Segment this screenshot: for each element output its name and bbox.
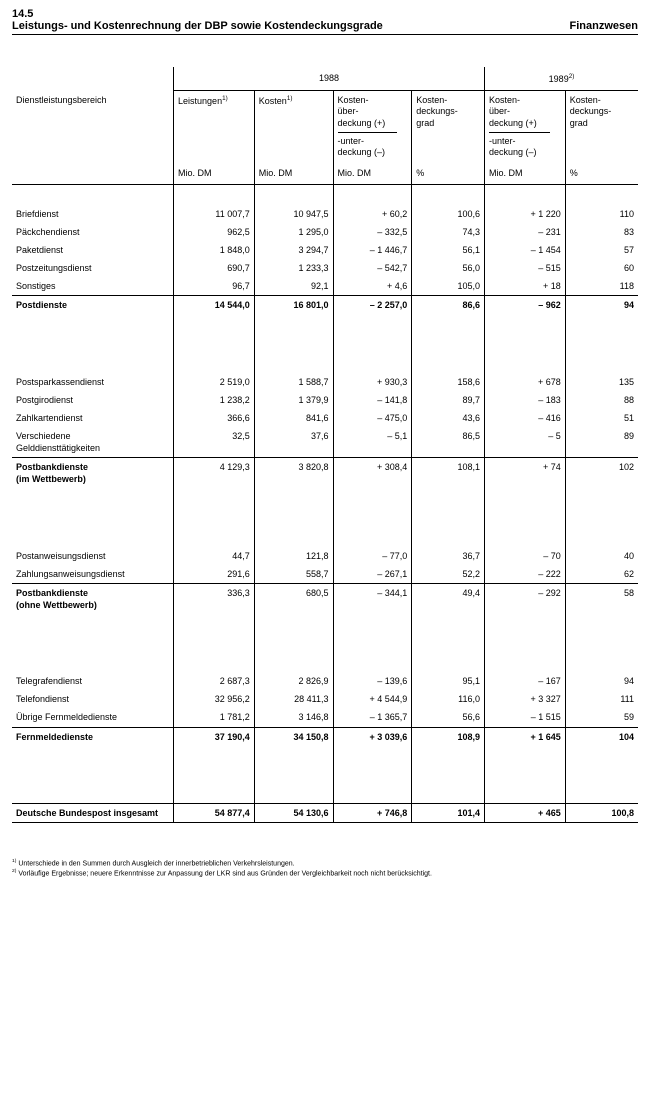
table-row: Postzeitungsdienst690,71 233,3– 542,756,… xyxy=(12,259,638,277)
footnotes: 1) Unterschiede in den Summen durch Ausg… xyxy=(12,859,638,878)
table-row: Postdienste14 544,016 801,0– 2 257,086,6… xyxy=(12,296,638,315)
unit-mio: Mio. DM xyxy=(254,162,333,185)
table-row: Übrige Fernmeldedienste1 781,23 146,8– 1… xyxy=(12,708,638,727)
unit-pct: % xyxy=(412,162,485,185)
data-table: 1988 19892) Dienstleistungsbereich Leist… xyxy=(12,67,638,823)
year-1989: 19892) xyxy=(484,67,638,91)
spacer-row xyxy=(12,315,638,373)
table-body: Briefdienst11 007,710 947,5+ 60,2100,6+ … xyxy=(12,185,638,824)
spacer-row xyxy=(12,746,638,804)
col-leistungen: Leistungen1) xyxy=(174,91,255,163)
category-label: Finanzwesen xyxy=(570,20,638,32)
unit-pct: % xyxy=(565,162,638,185)
table-row: Verschiedene Gelddiensttätigkeiten32,537… xyxy=(12,427,638,458)
spacer-row xyxy=(12,489,638,547)
header-left: 14.5 Leistungs- und Kostenrechnung der D… xyxy=(12,8,383,32)
page-title: Leistungs- und Kostenrechnung der DBP so… xyxy=(12,20,383,32)
table-row: Postbankdienste (ohne Wettbewerb)336,368… xyxy=(12,583,638,614)
table-row: Deutsche Bundespost insgesamt54 877,454 … xyxy=(12,804,638,823)
footnote-1: 1) Unterschiede in den Summen durch Ausg… xyxy=(12,859,638,868)
unit-mio: Mio. DM xyxy=(484,162,565,185)
table-row: Postanweisungsdienst44,7121,8– 77,036,7–… xyxy=(12,547,638,565)
col-ueberdeckung-1988: Kosten- über- deckung (+) -unter- deckun… xyxy=(333,91,412,163)
year-1988: 1988 xyxy=(174,67,485,91)
table-row: Briefdienst11 007,710 947,5+ 60,2100,6+ … xyxy=(12,205,638,223)
unit-mio: Mio. DM xyxy=(174,162,255,185)
table-row: Postgirodienst1 238,21 379,9– 141,889,7–… xyxy=(12,391,638,409)
section-number: 14.5 xyxy=(12,8,383,20)
col-service-area: Dienstleistungsbereich xyxy=(12,91,174,163)
table-header: 1988 19892) Dienstleistungsbereich Leist… xyxy=(12,67,638,185)
table-row: Postbankdienste (im Wettbewerb)4 129,33 … xyxy=(12,458,638,489)
table-row: Telefondienst32 956,228 411,3+ 4 544,911… xyxy=(12,690,638,708)
table-row: Paketdienst1 848,03 294,7– 1 446,756,1– … xyxy=(12,241,638,259)
table-row: Telegrafendienst2 687,32 826,9– 139,695,… xyxy=(12,672,638,690)
table-row: Zahlkartendienst366,6841,6– 475,043,6– 4… xyxy=(12,409,638,427)
col-kosten: Kosten1) xyxy=(254,91,333,163)
spacer-row xyxy=(12,614,638,672)
table-row: Päckchendienst962,51 295,0– 332,574,3– 2… xyxy=(12,223,638,241)
table-row: Zahlungsanweisungsdienst291,6558,7– 267,… xyxy=(12,565,638,584)
footnote-2: 2) Vorläufige Ergebnisse; neuere Erkennt… xyxy=(12,869,638,878)
col-ueberdeckung-1989: Kosten- über- deckung (+) -unter- deckun… xyxy=(484,91,565,163)
table-row: Postsparkassendienst2 519,01 588,7+ 930,… xyxy=(12,373,638,391)
col-grad-1988: Kosten- deckungs- grad xyxy=(412,91,485,163)
table-row: Fernmeldedienste37 190,434 150,8+ 3 039,… xyxy=(12,727,638,746)
col-grad-1989: Kosten- deckungs- grad xyxy=(565,91,638,163)
closing-rule xyxy=(12,823,638,824)
unit-mio: Mio. DM xyxy=(333,162,412,185)
table-row: Sonstiges96,792,1+ 4,6105,0+ 18118 xyxy=(12,277,638,296)
page-header: 14.5 Leistungs- und Kostenrechnung der D… xyxy=(12,8,638,35)
